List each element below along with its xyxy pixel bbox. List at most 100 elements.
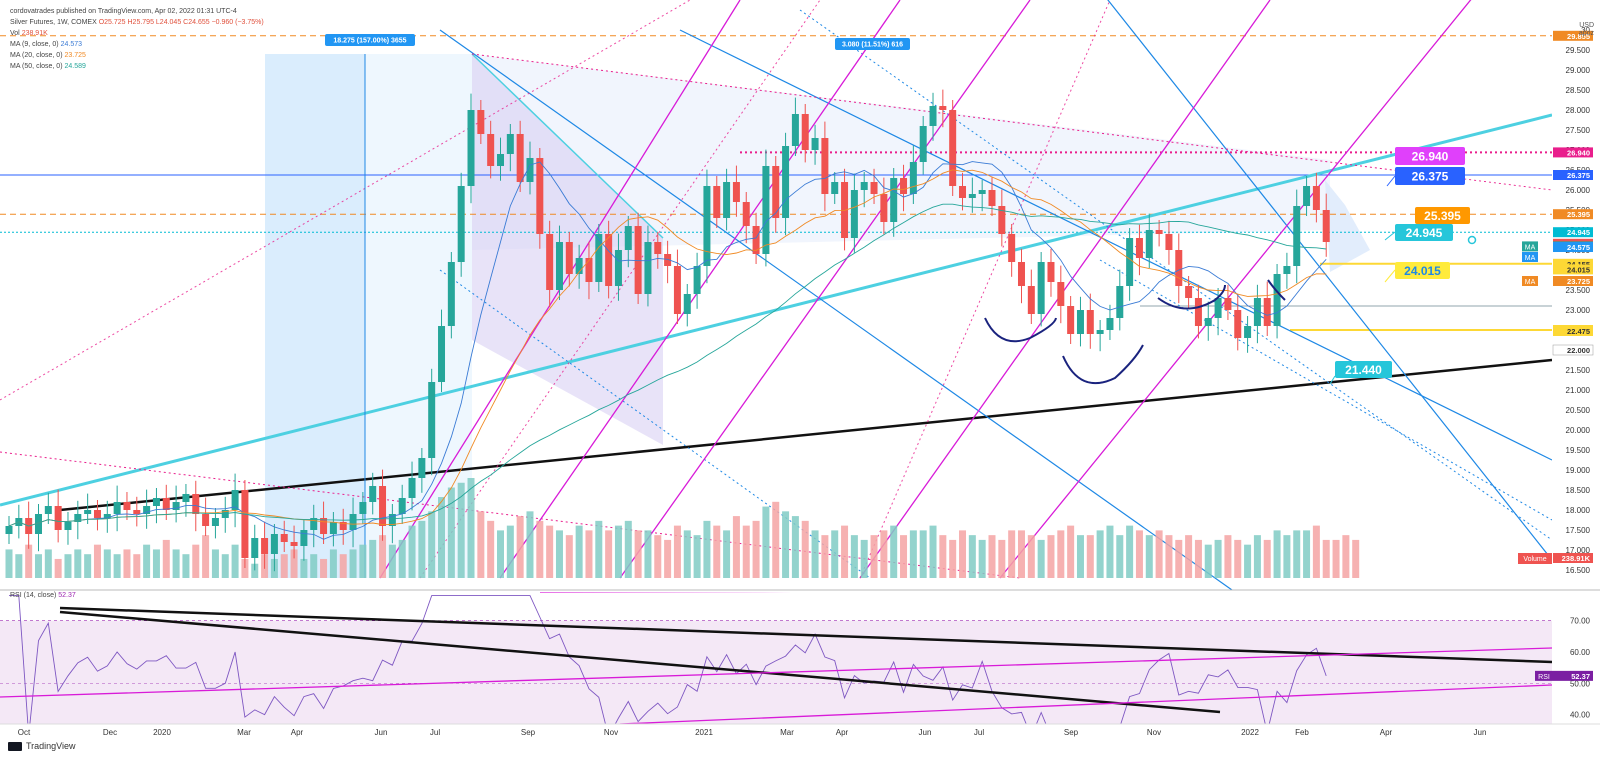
volume-bar bbox=[1342, 535, 1350, 578]
ma50-label: MA (50, close, 0) bbox=[10, 63, 63, 70]
candle-body bbox=[339, 522, 347, 530]
candle-body bbox=[1017, 262, 1025, 286]
candle-body bbox=[1322, 210, 1330, 242]
price-tick: 21.500 bbox=[1566, 366, 1591, 375]
volume-bar bbox=[939, 535, 947, 578]
volume-bar bbox=[447, 487, 455, 578]
time-label: Apr bbox=[291, 728, 304, 737]
volume-bar bbox=[477, 511, 485, 578]
price-tick: 29.000 bbox=[1566, 66, 1591, 75]
volume-bar bbox=[1037, 539, 1045, 578]
candle-body bbox=[850, 190, 858, 238]
volume-bar bbox=[526, 511, 534, 578]
tradingview-footer[interactable]: TradingView bbox=[8, 741, 76, 751]
candle-body bbox=[939, 106, 947, 110]
price-tag: 23.725 bbox=[1567, 277, 1590, 286]
volume-bar bbox=[1057, 530, 1065, 578]
badge-26375: 26.375 bbox=[1412, 169, 1449, 183]
volume-bar bbox=[1194, 539, 1202, 578]
ma50-line bbox=[8, 203, 1327, 527]
price-tick: 18.500 bbox=[1566, 486, 1591, 495]
price-tick: 27.500 bbox=[1566, 126, 1591, 135]
volume-bar bbox=[1135, 530, 1143, 578]
candle-body bbox=[614, 250, 622, 286]
volume-bar bbox=[772, 501, 780, 578]
volume-bar bbox=[949, 539, 957, 578]
symbol-name: Silver Futures, 1W, COMEX bbox=[10, 19, 97, 26]
volume-bar bbox=[683, 530, 691, 578]
volume-bar bbox=[388, 544, 396, 578]
volume-bar bbox=[1303, 530, 1311, 578]
price-tick: 20.000 bbox=[1566, 426, 1591, 435]
price-tick: 21.000 bbox=[1566, 386, 1591, 395]
volume-bar bbox=[152, 549, 160, 578]
badge-24945-box bbox=[1395, 224, 1453, 241]
candle-body bbox=[1273, 274, 1281, 326]
volume-bar bbox=[1234, 539, 1242, 578]
volume-bar bbox=[1312, 525, 1320, 578]
candle-body bbox=[978, 190, 986, 194]
magenta-channel-5 bbox=[999, 0, 1472, 579]
volume-bar bbox=[742, 525, 750, 578]
volume-bar bbox=[1263, 539, 1271, 578]
range-badge-1: 18.275 (157.00%) 3655 bbox=[333, 38, 406, 45]
candle-body bbox=[693, 266, 701, 294]
volume-bar bbox=[133, 554, 141, 578]
badge-26940: 26.940 bbox=[1412, 149, 1449, 163]
volume-bar bbox=[349, 549, 357, 578]
rsi-pane[interactable] bbox=[0, 590, 1552, 746]
candle-body bbox=[162, 498, 170, 510]
hand-drawn-arc-middle bbox=[1062, 344, 1144, 385]
candle-body bbox=[988, 190, 996, 206]
candle-body bbox=[1185, 286, 1193, 298]
volume-bar bbox=[15, 554, 23, 578]
volume-bar bbox=[74, 549, 82, 578]
volume-bar bbox=[880, 530, 888, 578]
volume-bar bbox=[359, 544, 367, 578]
volume-bar bbox=[1027, 535, 1035, 578]
volume-bar bbox=[791, 516, 799, 578]
candle-body bbox=[477, 110, 485, 134]
forecast-zone bbox=[1325, 180, 1370, 272]
candle-body bbox=[1086, 310, 1094, 334]
volume-bar bbox=[1126, 525, 1134, 578]
hand-drawn-arc-small bbox=[1267, 279, 1286, 301]
price-tick: 19.000 bbox=[1566, 466, 1591, 475]
volume-bar bbox=[329, 549, 337, 578]
volume-bar bbox=[506, 525, 514, 578]
badge-24015-pointer bbox=[1384, 269, 1396, 283]
measure-range-1 bbox=[265, 54, 365, 578]
candle-body bbox=[1312, 186, 1320, 210]
candle-body bbox=[1204, 318, 1212, 326]
candle-body bbox=[310, 518, 318, 530]
price-tick: 20.500 bbox=[1566, 406, 1591, 415]
candle-body bbox=[890, 178, 898, 222]
ma20-line bbox=[8, 169, 1327, 527]
candle-body bbox=[683, 294, 691, 314]
price-tag: 25.395 bbox=[1567, 210, 1590, 219]
candle-body bbox=[811, 138, 819, 150]
badge-21440: 21.440 bbox=[1345, 363, 1382, 377]
time-label: Jul bbox=[974, 728, 984, 737]
candle-body bbox=[624, 226, 632, 250]
candle-body bbox=[1116, 286, 1124, 318]
volume-bar bbox=[654, 535, 662, 578]
volume-tag-box bbox=[1518, 553, 1552, 564]
candle-body bbox=[123, 502, 131, 510]
time-label: Mar bbox=[780, 728, 794, 737]
price-tag-box bbox=[1553, 147, 1593, 158]
candle-body bbox=[595, 234, 603, 282]
candle-body bbox=[1303, 186, 1311, 206]
badge-26375-box bbox=[1395, 167, 1465, 185]
candle-body bbox=[1145, 230, 1153, 258]
rsi-magenta-1 bbox=[0, 647, 1552, 698]
volume-bar bbox=[959, 530, 967, 578]
volume-bar bbox=[624, 520, 632, 578]
ma-tag-1: MA bbox=[1525, 244, 1536, 251]
price-pane[interactable]: 18.275 (157.00%) 3655 3.080 (11.51%) 616 2… bbox=[0, 0, 1552, 590]
volume-bar bbox=[172, 549, 180, 578]
time-label: Nov bbox=[1147, 728, 1161, 737]
candle-body bbox=[251, 538, 259, 558]
candle-body bbox=[1234, 310, 1242, 338]
